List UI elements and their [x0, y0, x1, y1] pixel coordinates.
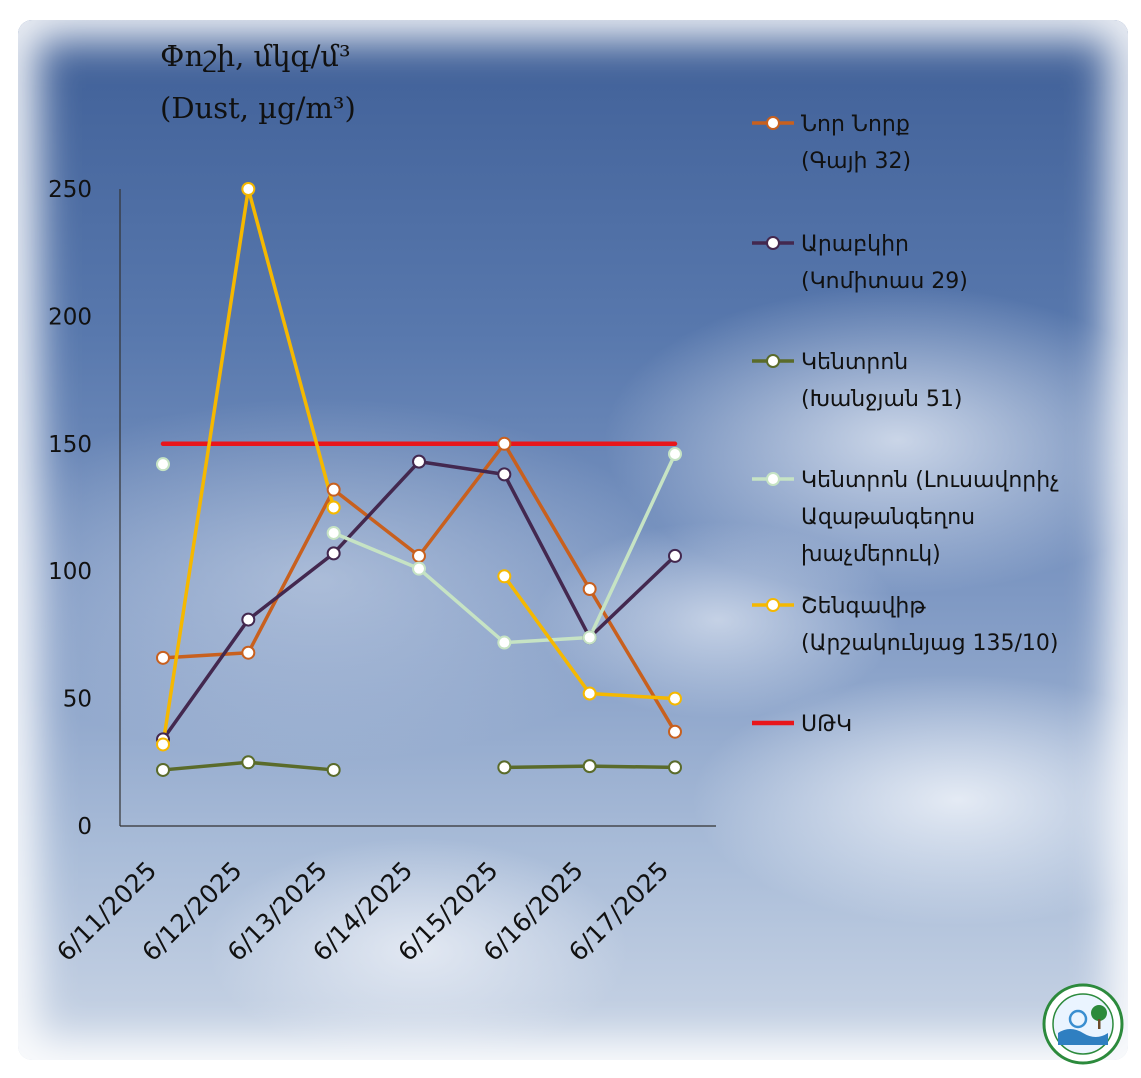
data-point-series-0 — [156, 650, 170, 665]
data-point-series-0 — [582, 582, 597, 597]
data-point-series-4 — [156, 737, 170, 752]
data-point-series-3 — [412, 561, 426, 576]
data-point-series-1 — [497, 467, 512, 482]
series-line-4 — [161, 187, 336, 747]
legend-label: խաչմերուկ) — [801, 542, 941, 567]
legend-label: (Կոմիտաս 29) — [801, 269, 968, 294]
data-point-series-4 — [668, 691, 682, 706]
legend-label: Նոր Նորք — [801, 112, 910, 137]
data-point-series-0 — [326, 482, 341, 497]
data-point-series-4 — [326, 500, 341, 515]
data-point-series-2 — [582, 759, 597, 774]
data-point-series-3 — [156, 457, 170, 472]
data-point-series-0 — [668, 724, 682, 739]
data-point-series-2 — [156, 762, 170, 777]
chart-title-line-2: (Dust, µg/m³) — [160, 91, 356, 125]
data-point-series-4 — [582, 686, 597, 701]
legend-swatch-marker — [766, 472, 780, 486]
y-tick-label: 100 — [48, 559, 92, 585]
data-point-series-1 — [668, 548, 682, 563]
y-tick-label: 0 — [77, 814, 92, 840]
data-point-series-0 — [412, 548, 426, 563]
data-point-series-4 — [497, 569, 512, 584]
y-tick-labels: 0 50 100 150 200 250 — [48, 177, 92, 840]
y-tick-label: 200 — [48, 304, 92, 330]
x-tick-labels: 6/11/20256/12/20256/13/20256/14/20256/15… — [51, 856, 674, 967]
data-point-series-3 — [497, 635, 512, 650]
data-point-series-1 — [241, 612, 256, 627]
legend-label: (Խանջյան 51) — [801, 387, 962, 412]
sky-background — [18, 20, 1128, 1060]
legend-label: Կենտրոն (Լուսավորիչ — [801, 468, 1059, 493]
data-point-series-0 — [497, 436, 512, 451]
data-point-series-1 — [412, 454, 426, 469]
data-point-series-2 — [497, 760, 512, 775]
data-point-series-2 — [241, 755, 256, 770]
legend-label: Արաբկիր — [801, 232, 909, 257]
data-point-series-3 — [582, 630, 597, 645]
legend-swatch-marker — [766, 354, 780, 368]
legend-label: Ազաթանգեղոս — [801, 505, 975, 530]
data-point-series-4 — [241, 182, 256, 196]
legend-label: ՍԹԿ — [801, 712, 852, 737]
data-point-series-3 — [668, 446, 682, 461]
legend-label: Կենտրոն — [801, 350, 908, 375]
legend: Նոր Նորք (Գայի 32) Արաբկիր (Կոմիտաս 29) Կենտ… — [752, 112, 1059, 737]
legend-label: Շենգավիթ — [801, 594, 926, 619]
legend-swatch-marker — [766, 598, 780, 612]
legend-swatch-marker — [766, 236, 780, 250]
legend-label: (Արշակունյաց 135/10) — [801, 631, 1058, 656]
series-points — [156, 182, 682, 777]
data-point-series-1 — [326, 546, 341, 561]
y-tick-label: 250 — [48, 177, 92, 203]
data-point-series-0 — [241, 645, 256, 660]
data-point-series-2 — [326, 762, 341, 777]
y-tick-label: 50 — [63, 687, 92, 713]
axes — [119, 189, 716, 827]
series-line-3 — [331, 452, 677, 645]
series-lines — [160, 187, 678, 772]
data-point-series-3 — [326, 525, 341, 540]
legend-label: (Գայի 32) — [801, 149, 911, 174]
chart-title-line-1: Փոշի, մկգ/մ³ — [160, 39, 351, 73]
series-line-0 — [161, 442, 677, 734]
seal-logo — [1042, 983, 1124, 1065]
legend-swatch-marker — [766, 116, 780, 130]
data-point-series-2 — [668, 760, 682, 775]
y-tick-label: 150 — [48, 432, 92, 458]
